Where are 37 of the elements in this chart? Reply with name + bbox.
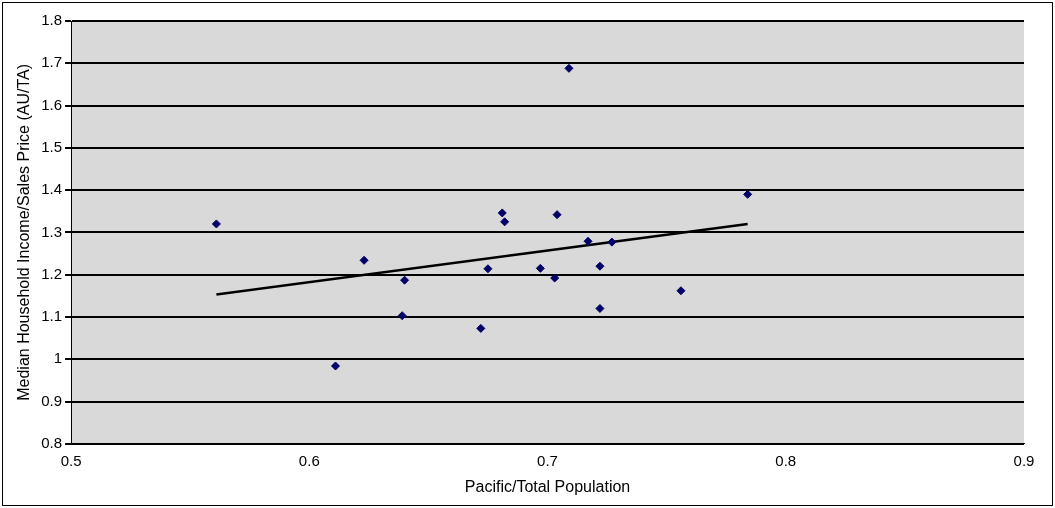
point bbox=[743, 189, 753, 199]
point bbox=[400, 275, 410, 285]
point bbox=[607, 237, 617, 247]
y-tick-label: 0.8 bbox=[41, 433, 63, 451]
y-tick-label: 1.3 bbox=[41, 222, 63, 240]
x-tick-label: 0.6 bbox=[298, 451, 320, 469]
point bbox=[397, 311, 407, 321]
point bbox=[500, 217, 510, 227]
point bbox=[552, 210, 562, 220]
point bbox=[676, 286, 686, 296]
point bbox=[535, 263, 545, 273]
point bbox=[595, 261, 605, 271]
x-axis-title: Pacific/Total Population bbox=[464, 477, 631, 495]
y-tick-label: 1.1 bbox=[41, 307, 63, 325]
point bbox=[359, 255, 369, 265]
point bbox=[595, 304, 605, 313]
point bbox=[497, 208, 507, 218]
x-tick-label: 0.9 bbox=[1013, 451, 1035, 469]
point bbox=[550, 273, 560, 283]
y-tick-label: 1.5 bbox=[41, 137, 63, 155]
x-tick-label: 0.5 bbox=[60, 451, 82, 469]
point bbox=[483, 264, 493, 274]
point bbox=[564, 63, 574, 73]
point bbox=[476, 323, 486, 333]
y-tick-label: 1.6 bbox=[41, 95, 63, 113]
point bbox=[211, 219, 221, 229]
y-tick-label: 1.4 bbox=[41, 180, 63, 198]
y-tick-label: 1.2 bbox=[41, 264, 63, 282]
x-tick-label: 0.8 bbox=[775, 451, 797, 469]
point bbox=[331, 361, 340, 371]
y-tick-label: 1.7 bbox=[41, 53, 63, 71]
y-axis-title: Median Household Income/Sales Price (AU/TA) bbox=[15, 64, 33, 401]
y-tick-label: 0.9 bbox=[41, 391, 63, 409]
y-tick-label: 1 bbox=[53, 349, 63, 367]
y-tick-label: 1.8 bbox=[41, 11, 63, 29]
point bbox=[583, 236, 593, 246]
x-tick-label: 0.7 bbox=[537, 451, 558, 469]
